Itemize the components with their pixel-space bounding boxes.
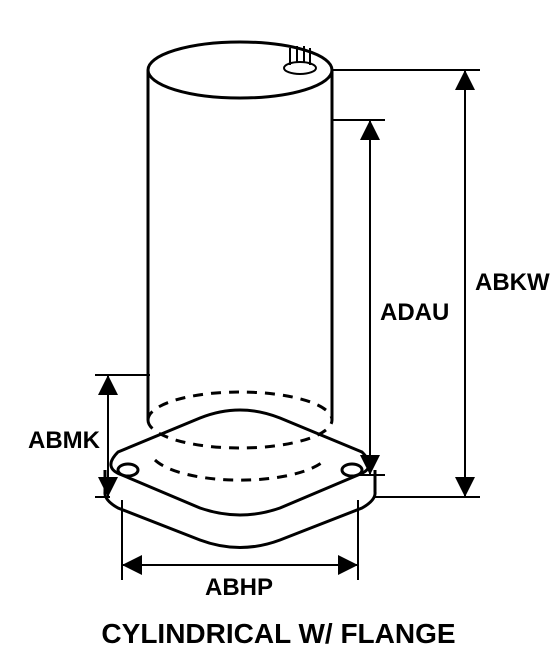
technical-diagram: ABKW ADAU ABMK ABHP CYLINDRICAL W/ FLANG… xyxy=(0,0,557,670)
label-adau: ADAU xyxy=(380,299,449,326)
label-abmk: ABMK xyxy=(28,427,101,454)
flange-plate xyxy=(105,410,375,548)
dimension-labels: ABKW ADAU ABMK ABHP xyxy=(28,269,550,601)
cylinder-body xyxy=(148,42,332,448)
diagram-title: CYLINDRICAL W/ FLANGE xyxy=(0,618,557,650)
label-abkw: ABKW xyxy=(475,269,550,296)
label-abhp: ABHP xyxy=(205,574,273,601)
drawing-svg: ABKW ADAU ABMK ABHP xyxy=(0,0,557,620)
